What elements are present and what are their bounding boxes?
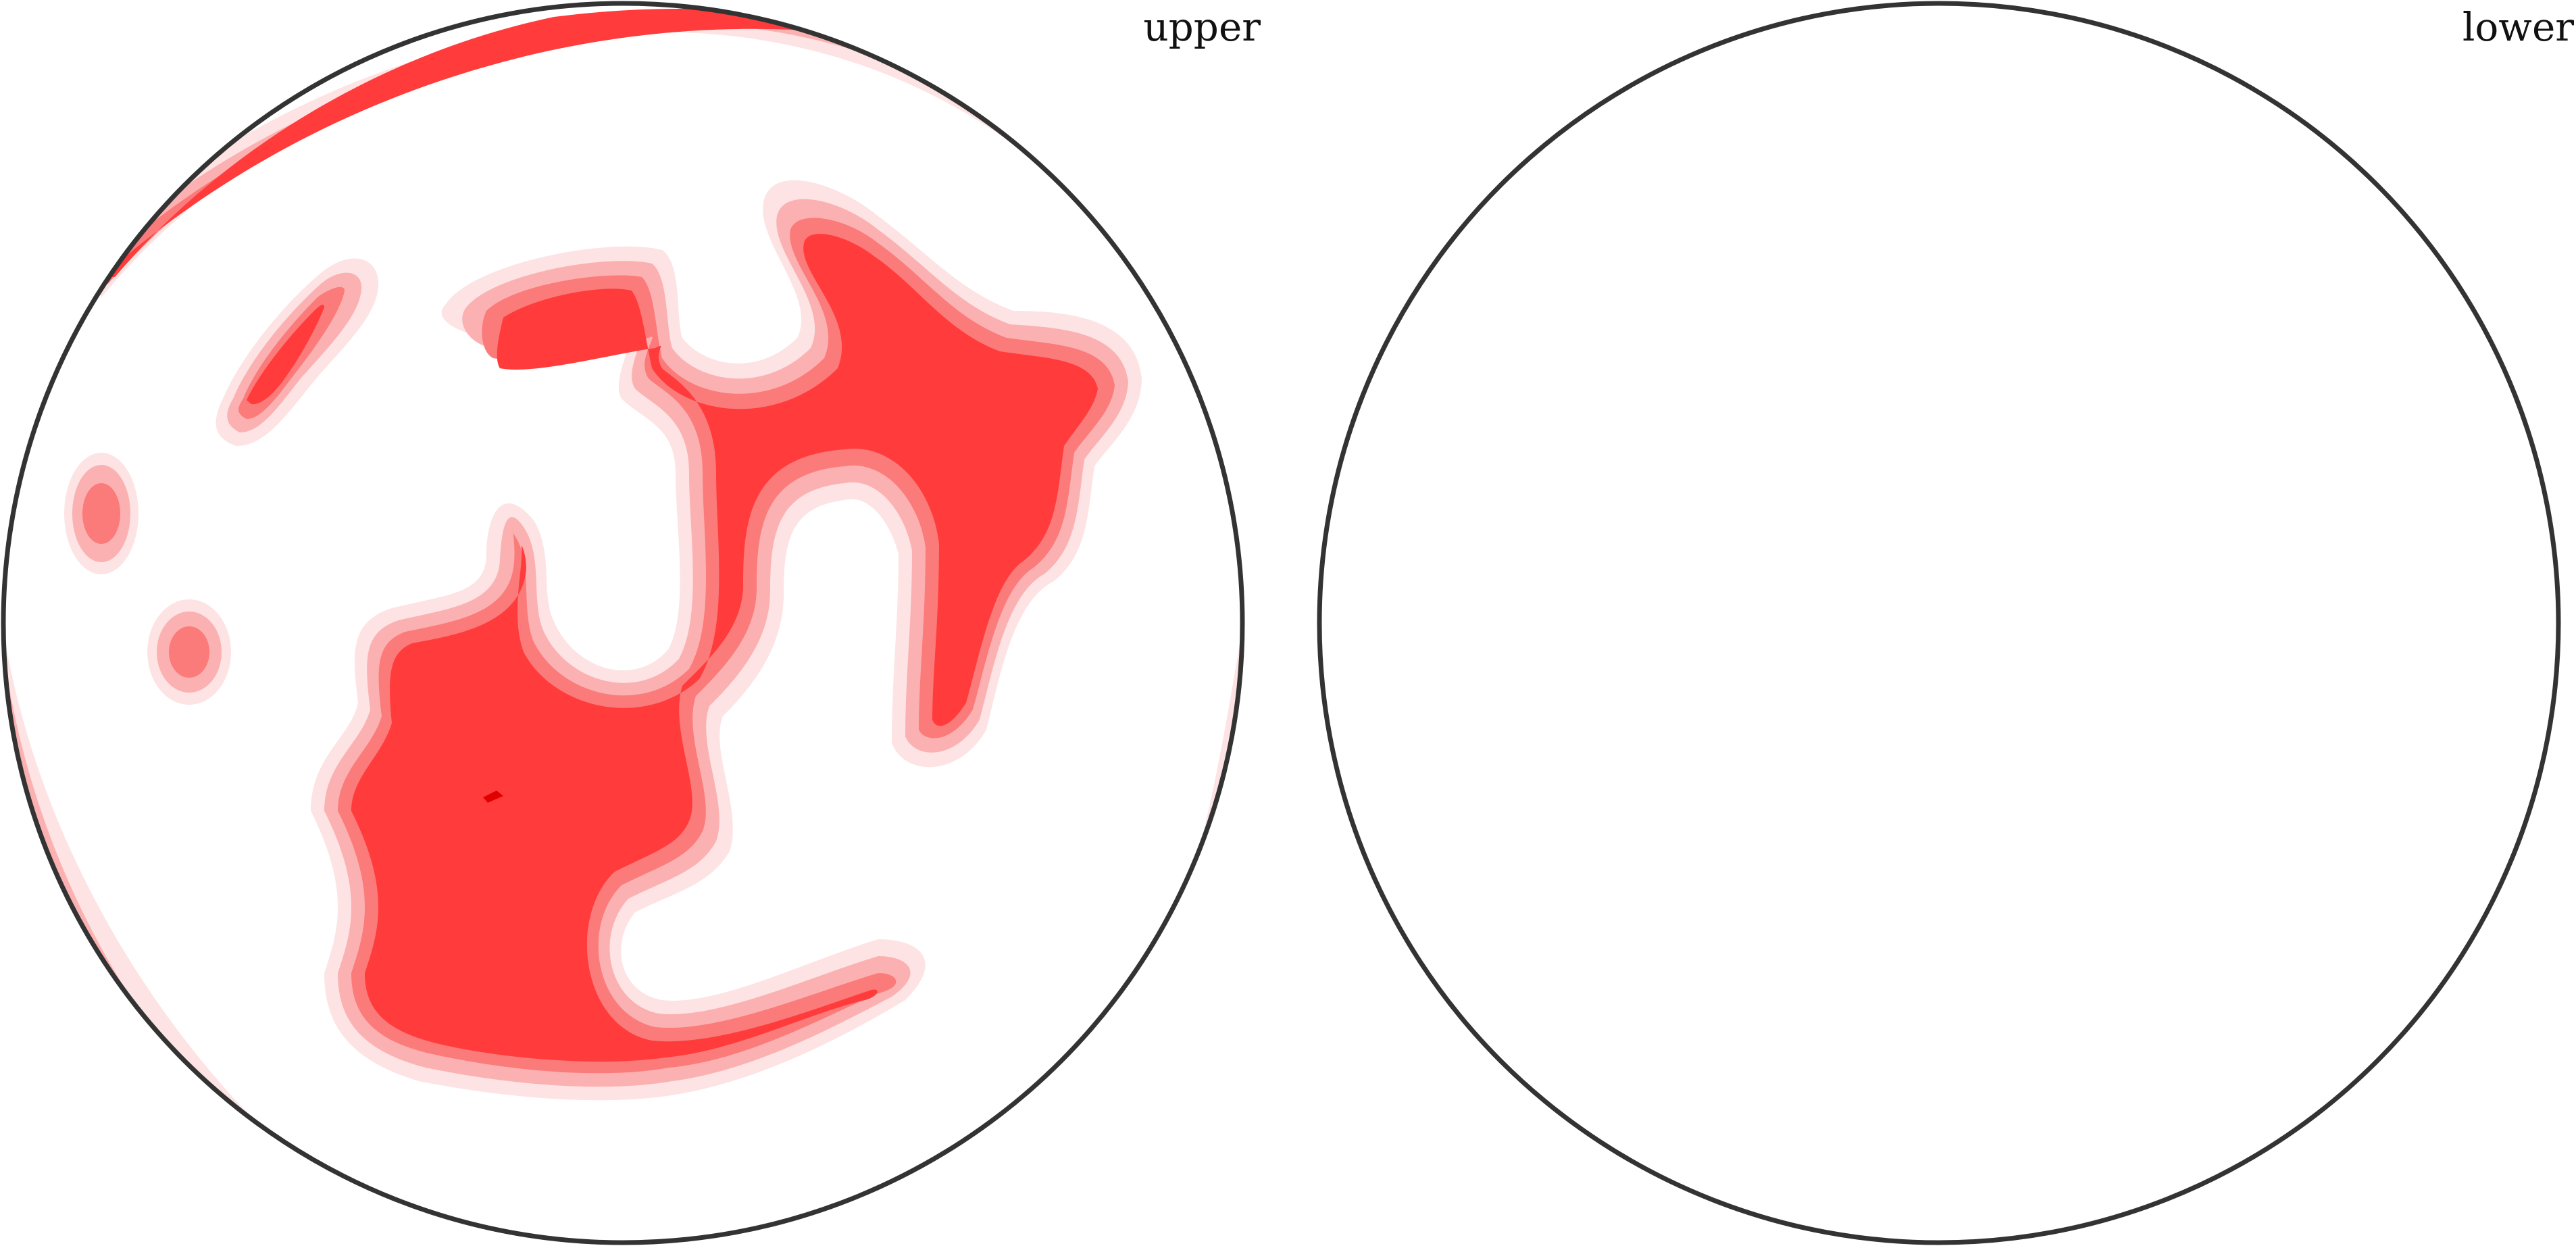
lower-hemisphere: lower: [1317, 1, 2574, 1245]
upper-hemisphere-outline: [1, 1, 1245, 1245]
left-blob-lower: [147, 599, 231, 705]
left-blob-upper: [64, 453, 138, 574]
density-contour-c4: [247, 304, 324, 405]
density-contour-c3: [82, 483, 120, 544]
density-contour-c3: [169, 626, 209, 678]
lower-hemisphere-label: lower: [2463, 4, 2574, 50]
lower-hemisphere-outline: [1317, 1, 2561, 1245]
central-lobe-peak: [483, 791, 503, 803]
central-lobe-level-4: [351, 234, 1098, 1062]
upper-hemisphere-label: upper: [1143, 4, 1261, 50]
upper-left-streak: [216, 258, 378, 446]
central-density-lobe: [311, 180, 1142, 1101]
upper-hemisphere: upper: [1, 1, 1261, 1245]
